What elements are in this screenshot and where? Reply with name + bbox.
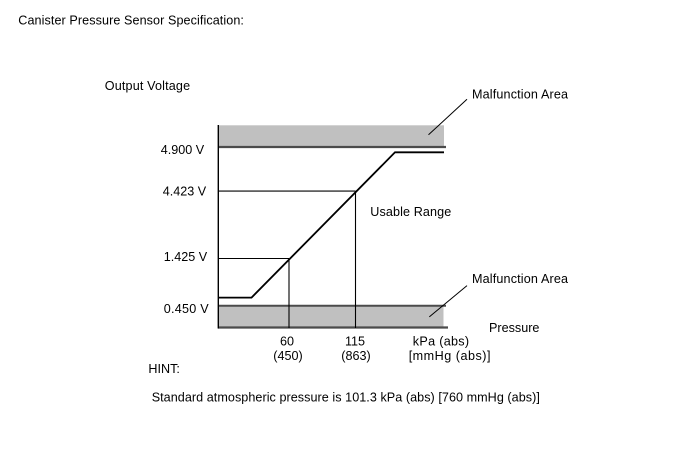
svg-text:4.900 V: 4.900 V [161, 143, 205, 157]
svg-text:kPa (abs): kPa (abs) [413, 335, 470, 349]
svg-text:Pressure: Pressure [489, 321, 539, 335]
svg-text:Output Voltage: Output Voltage [105, 79, 190, 93]
svg-text:(450): (450) [273, 349, 302, 363]
svg-text:60: 60 [280, 335, 294, 349]
svg-text:Standard atmospheric pressure: Standard atmospheric pressure is 101.3 k… [152, 390, 540, 404]
svg-text:115: 115 [345, 335, 365, 349]
svg-text:Malfunction Area: Malfunction Area [472, 272, 568, 286]
svg-text:4.423 V: 4.423 V [163, 185, 207, 199]
svg-text:Malfunction Area: Malfunction Area [472, 87, 568, 101]
svg-text:[mmHg (abs)]: [mmHg (abs)] [409, 349, 491, 363]
svg-text:(863): (863) [341, 349, 370, 363]
svg-text:Usable Range: Usable Range [370, 205, 451, 219]
svg-text:1.425 V: 1.425 V [164, 250, 208, 264]
svg-text:Canister Pressure Sensor Speci: Canister Pressure Sensor Specification: [18, 14, 244, 28]
svg-text:HINT:: HINT: [148, 362, 179, 376]
svg-text:0.450 V: 0.450 V [164, 302, 210, 316]
